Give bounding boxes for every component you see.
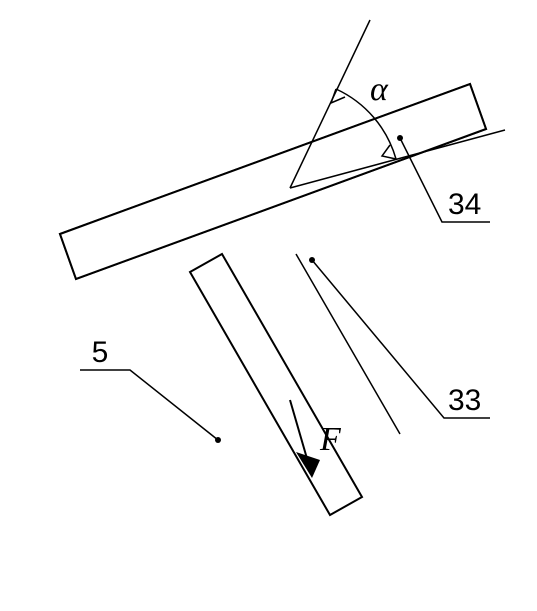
ref-line-33: [296, 254, 400, 434]
force-arrow-head: [296, 452, 320, 478]
label-34: 34: [448, 188, 481, 221]
diagram-canvas: α F 5 34 33: [0, 0, 537, 611]
label-33: 33: [448, 384, 481, 417]
label-force: F: [319, 421, 342, 458]
leader-5-line: [80, 370, 218, 440]
label-5: 5: [92, 336, 109, 369]
bar-5: [190, 254, 362, 515]
label-alpha: α: [370, 71, 389, 108]
force-arrow-shaft: [290, 400, 308, 462]
angle-arc-arrow1: [331, 89, 345, 103]
